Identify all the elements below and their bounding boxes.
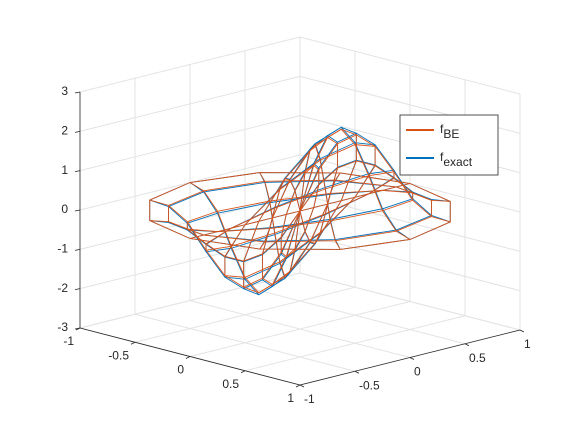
mesh-spoke bbox=[149, 210, 301, 263]
z-tick-label: 0 bbox=[61, 202, 68, 216]
y-tick-label: 0 bbox=[414, 365, 421, 379]
x-tick-label: 0 bbox=[177, 363, 184, 377]
x-tick bbox=[130, 341, 136, 345]
y-tick bbox=[299, 384, 305, 388]
grid-line bbox=[79, 75, 301, 132]
z-tick bbox=[74, 130, 81, 133]
y-tick bbox=[354, 370, 360, 374]
z-tick-label: -3 bbox=[57, 320, 68, 334]
z-tick-label: -2 bbox=[57, 281, 68, 295]
legend-subscript: BE bbox=[443, 127, 459, 141]
z-tick-label: 1 bbox=[61, 163, 68, 177]
z-tick bbox=[74, 91, 81, 94]
x-tick-label: -1 bbox=[63, 334, 74, 348]
mesh-ring bbox=[149, 172, 451, 250]
mesh-ring bbox=[205, 171, 395, 251]
z-tick bbox=[74, 209, 81, 212]
z-tick-label: 3 bbox=[61, 84, 68, 98]
x-tick bbox=[185, 356, 191, 359]
mesh-ring bbox=[243, 128, 357, 294]
x-tick-label: -0.5 bbox=[108, 348, 129, 362]
grid-line bbox=[79, 272, 301, 329]
label-layer: -1 -0.5 0 0.5 1 -1 -0.5 0 0.5 1 -3 -2 -1 0 1 2 3 bbox=[57, 84, 531, 406]
mesh-ring bbox=[224, 144, 376, 278]
grid-line bbox=[299, 193, 521, 252]
z-tick-label: 2 bbox=[61, 124, 68, 138]
grid-line bbox=[299, 272, 521, 331]
legend-label: fexact bbox=[440, 150, 473, 169]
grid-line bbox=[189, 300, 411, 358]
y-tick bbox=[409, 357, 415, 360]
grid-line bbox=[299, 36, 521, 95]
x-tick-label: 1 bbox=[287, 391, 294, 405]
grid-line bbox=[79, 115, 301, 172]
mesh-ring bbox=[168, 179, 432, 243]
mesh-layer bbox=[149, 126, 451, 296]
y-tick-label: 1 bbox=[524, 337, 531, 351]
x-tick-label: 0.5 bbox=[222, 377, 239, 391]
z-tick bbox=[74, 248, 81, 251]
y-tick bbox=[519, 329, 525, 333]
z-tick bbox=[74, 327, 81, 330]
y-tick-label: 0.5 bbox=[469, 351, 486, 365]
mesh-spoke bbox=[149, 210, 301, 262]
x-tick bbox=[240, 370, 246, 374]
y-tick-label: -1 bbox=[304, 392, 315, 406]
grid-line bbox=[244, 286, 466, 345]
legend-box bbox=[399, 114, 499, 176]
grid-line bbox=[79, 36, 301, 93]
z-tick-label: -1 bbox=[57, 242, 68, 256]
grid-line bbox=[134, 313, 356, 372]
x-tick bbox=[295, 384, 301, 388]
y-tick-label: -0.5 bbox=[359, 378, 380, 392]
legend-subscript: exact bbox=[443, 155, 472, 169]
legend-name: f bbox=[440, 150, 444, 164]
y-tick bbox=[464, 343, 470, 347]
z-tick bbox=[74, 170, 81, 173]
legend-label: fBE bbox=[440, 122, 459, 141]
z-tick bbox=[74, 288, 81, 291]
legend-name: f bbox=[440, 122, 444, 136]
